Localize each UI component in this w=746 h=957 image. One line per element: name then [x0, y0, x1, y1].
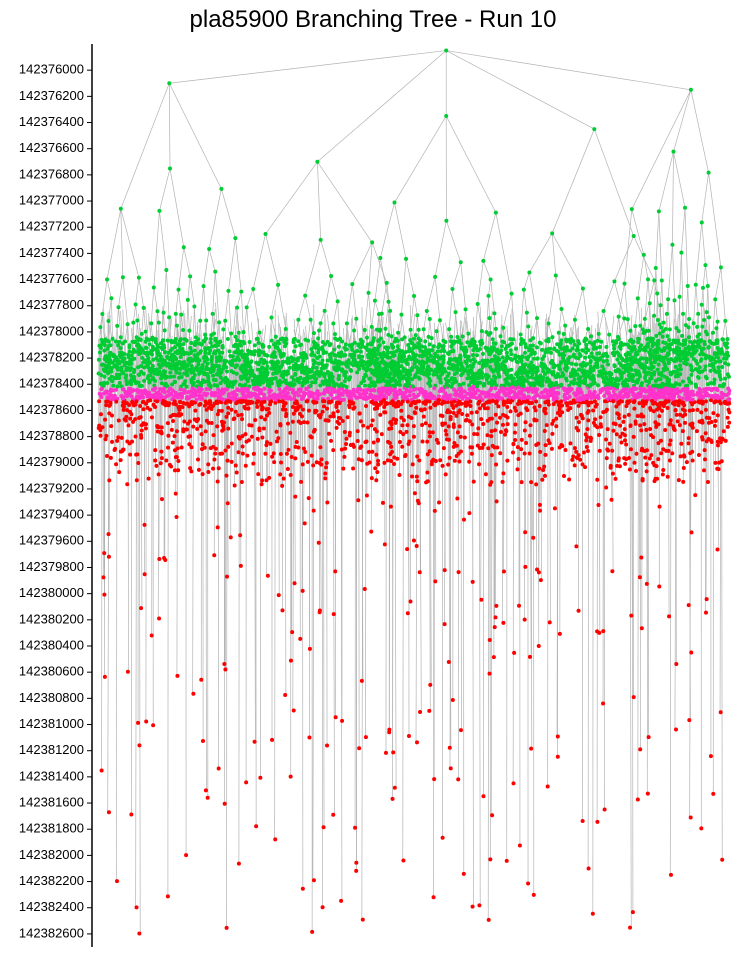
y-tick-label: 142376400 — [19, 114, 84, 129]
y-tick-label: 142380800 — [19, 690, 84, 705]
y-tick-label: 142378000 — [19, 323, 84, 338]
chart-container: pla85900 Branching Tree - Run 10 1423760… — [0, 0, 746, 957]
y-tick-label: 142376800 — [19, 166, 84, 181]
y-tick-label: 142380400 — [19, 637, 84, 652]
y-tick-label: 142377400 — [19, 245, 84, 260]
y-tick-label: 142378400 — [19, 376, 84, 391]
y-tick-label: 142378800 — [19, 428, 84, 443]
y-tick-label: 142381400 — [19, 768, 84, 783]
y-tick-label: 142382000 — [19, 847, 84, 862]
y-tick-label: 142382200 — [19, 873, 84, 888]
y-tick-label: 142376000 — [19, 62, 84, 77]
y-tick-label: 142381800 — [19, 821, 84, 836]
branching-tree-plot: 142376000 142376200 142376400 142376600 1423… — [0, 0, 746, 957]
y-tick-label: 142379000 — [19, 454, 84, 469]
y-tick-label: 142382400 — [19, 899, 84, 914]
y-tick-label: 142381600 — [19, 794, 84, 809]
y-tick-label: 142379400 — [19, 507, 84, 522]
y-tick-label: 142381000 — [19, 716, 84, 731]
y-tick-label: 142379600 — [19, 533, 84, 548]
y-tick-label: 142379200 — [19, 480, 84, 495]
y-tick-label: 142380000 — [19, 585, 84, 600]
y-tick-label: 142379800 — [19, 559, 84, 574]
y-tick-label: 142378600 — [19, 402, 84, 417]
y-tick-label: 142382600 — [19, 925, 84, 940]
y-tick-label: 142381200 — [19, 742, 84, 757]
y-tick-label: 142377800 — [19, 297, 84, 312]
y-tick-label: 142377200 — [19, 219, 84, 234]
y-tick-label: 142380600 — [19, 664, 84, 679]
tree-nodes — [97, 49, 732, 936]
y-tick-label: 142378200 — [19, 350, 84, 365]
y-tick-label: 142377600 — [19, 271, 84, 286]
y-tick-label: 142376200 — [19, 88, 84, 103]
y-tick-label: 142376600 — [19, 140, 84, 155]
y-tick-label: 142380200 — [19, 611, 84, 626]
y-tick-label: 142377000 — [19, 192, 84, 207]
